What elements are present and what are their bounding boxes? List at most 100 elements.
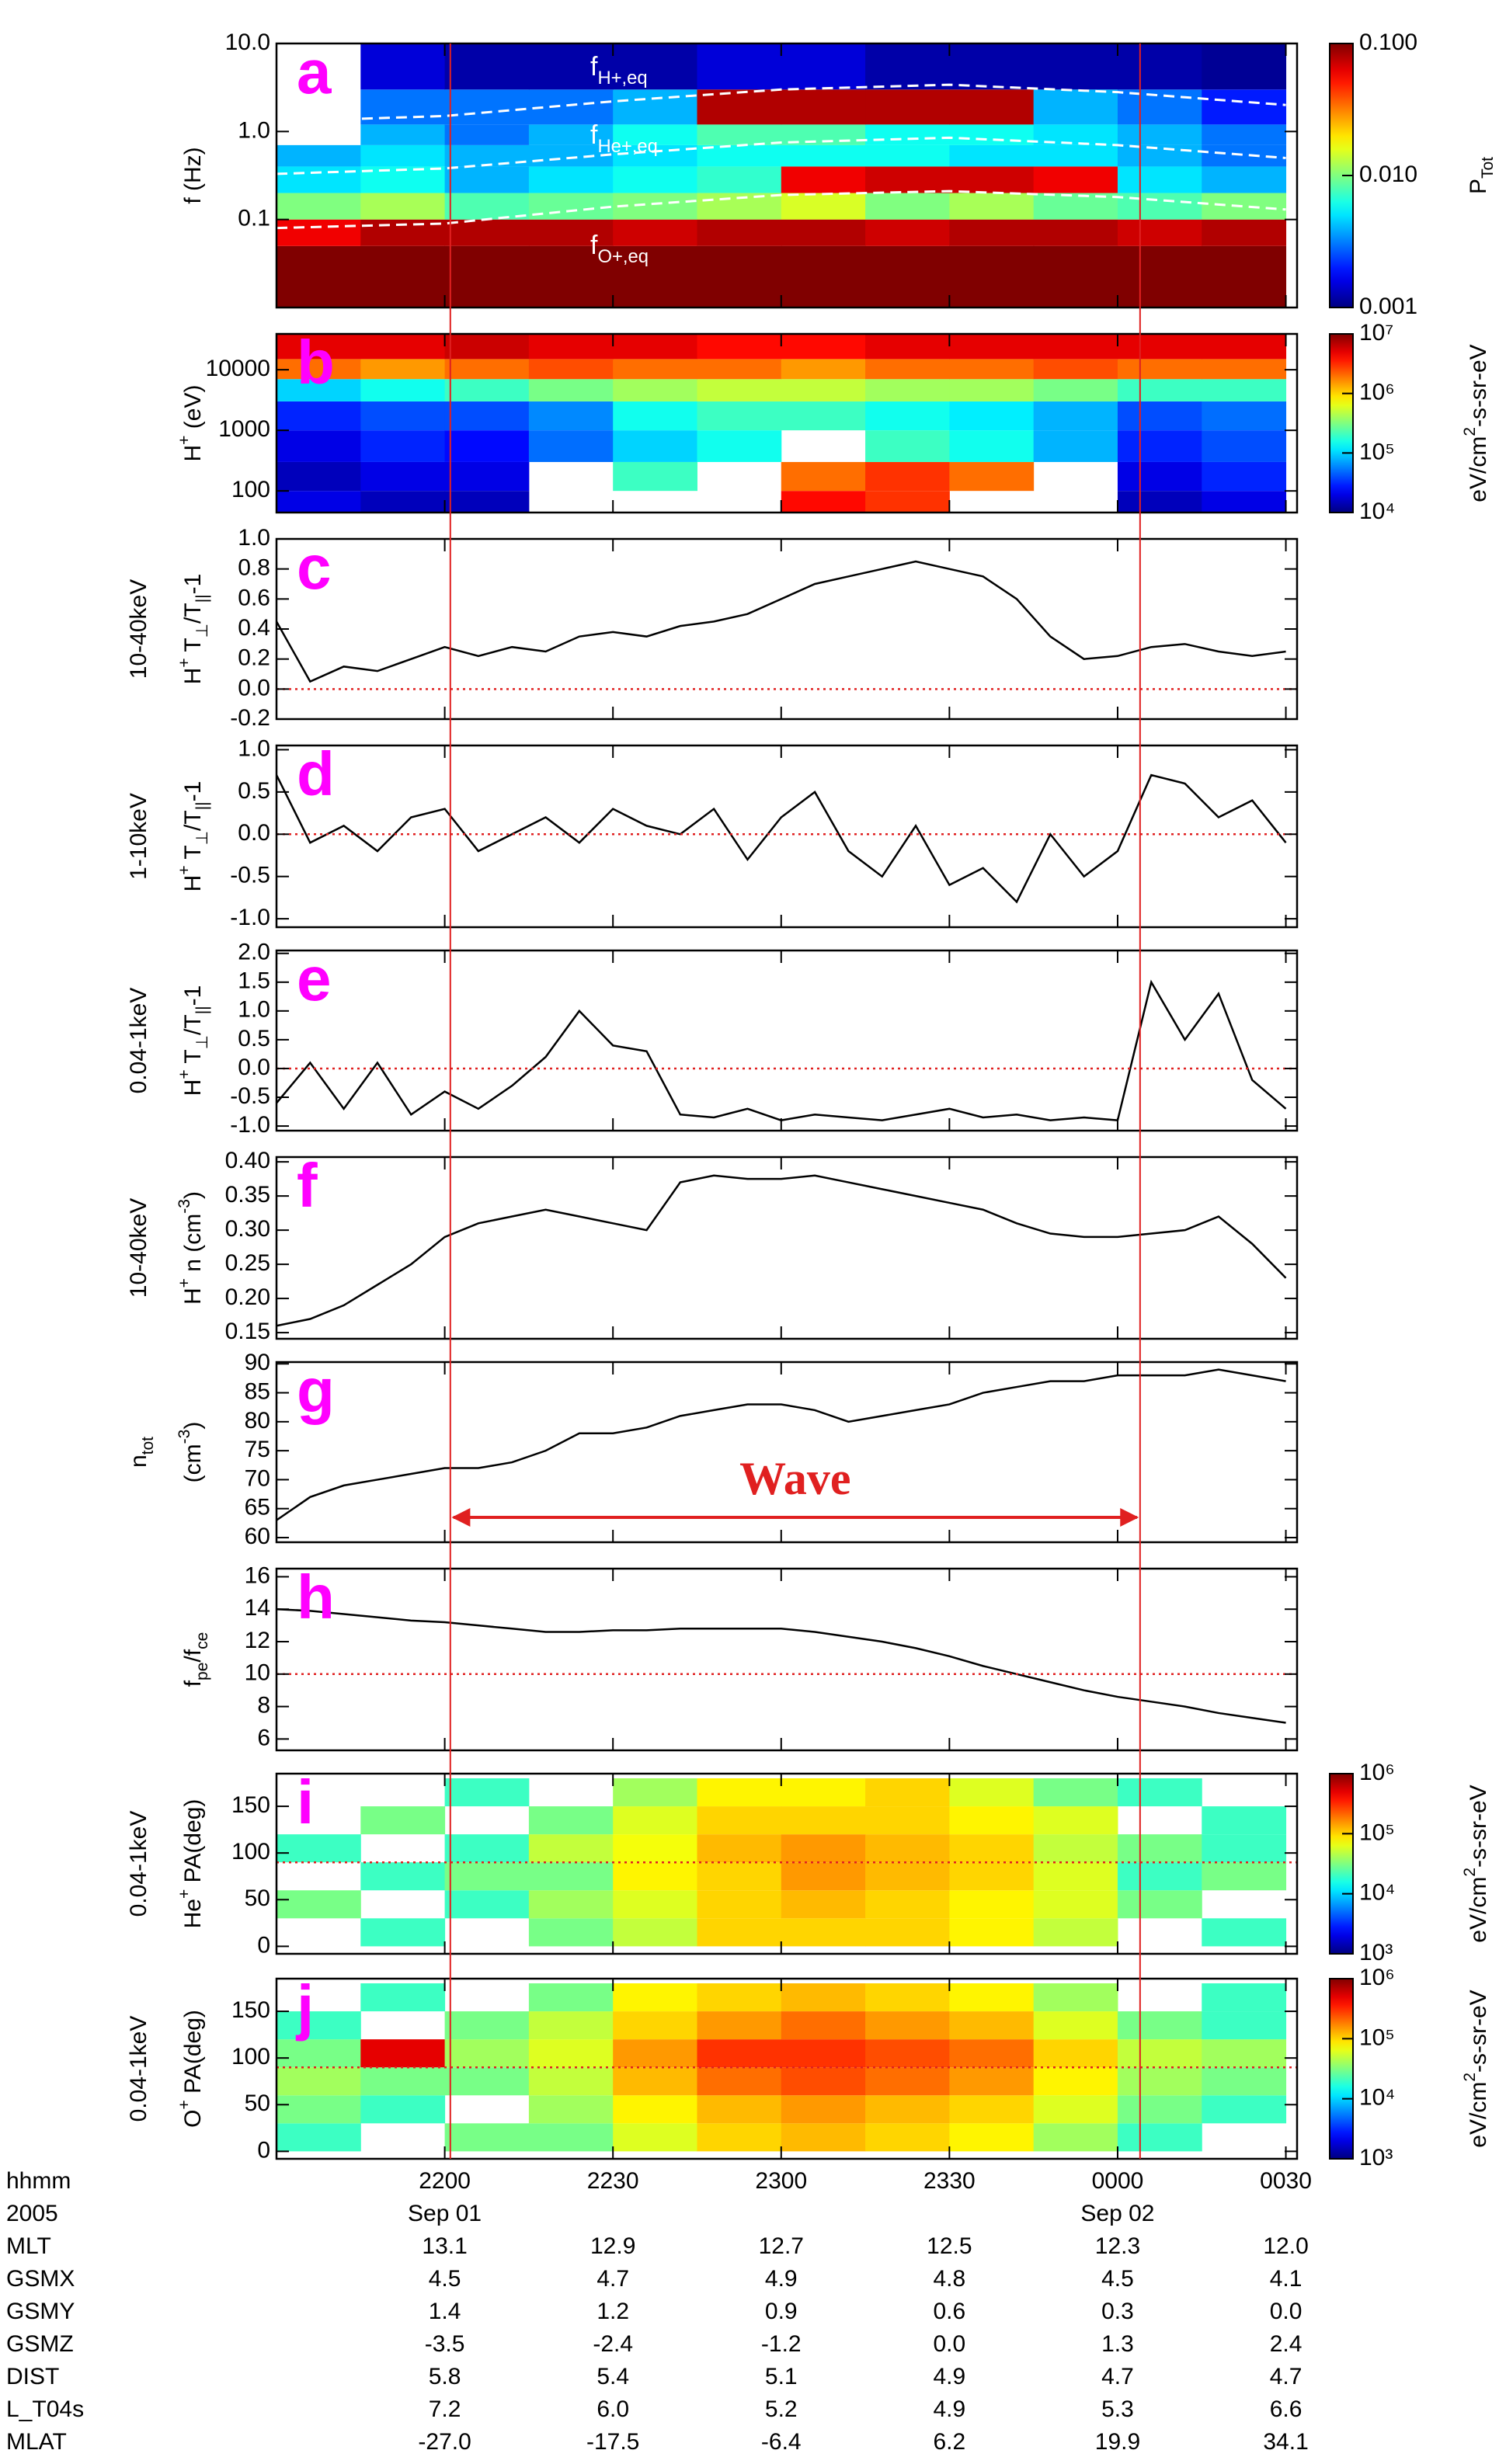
heatmap-cell [277, 1890, 361, 1919]
heatmap-cell [865, 430, 950, 462]
heatmap-cell [613, 144, 697, 167]
y-axis-label: 10-40keV [126, 1198, 151, 1298]
heatmap-cell [697, 1890, 782, 1919]
heatmap-cell [528, 2067, 614, 2096]
colorbar-tick-label: 10⁶ [1359, 1965, 1395, 1990]
heatmap-cell [1033, 219, 1118, 246]
label-part: /T [180, 603, 206, 624]
heatmap-cell [444, 334, 530, 360]
y-axis-label: fpe/fce [180, 1632, 211, 1687]
heatmap-cell [528, 166, 614, 193]
x-tick-label: 2230 [587, 2168, 639, 2194]
heatmap-cell [697, 166, 782, 193]
heatmap-cell [781, 491, 866, 513]
y-axis-label: 0.04-1keV [126, 988, 151, 1094]
label-part: /T [180, 810, 206, 831]
label-part: pe [193, 1663, 211, 1680]
y-tick-label: 0.1 [238, 206, 270, 231]
heatmap-cell [949, 334, 1035, 360]
heatmap-cell [781, 401, 866, 431]
panel-letter: b [297, 328, 335, 397]
gyrofrequency-line [276, 136, 1286, 176]
heatmap-cell [865, 2039, 950, 2068]
heatmap-cell [528, 2039, 614, 2068]
y-tick-label: 50 [245, 2090, 270, 2116]
ephemeris-value: 5.4 [596, 2364, 629, 2389]
y-tick-label: 8 [257, 1693, 270, 1719]
heatmap-cell [781, 1890, 866, 1919]
heatmap-cell [781, 1806, 866, 1835]
heatmap-cell [1202, 166, 1287, 193]
panel: 10⁶ 10⁵ 10⁴ 10³ eV/cm2-s-sr-eV 0 50 100 150 0.04-… [126, 1760, 1491, 1965]
heatmap-cell [1033, 401, 1118, 431]
ephemeris-value: 12.5 [927, 2233, 972, 2259]
heatmap-cell [1117, 491, 1202, 513]
gyrofrequency-line [276, 189, 1286, 230]
heatmap-cell [865, 1778, 950, 1807]
y-tick-label: 100 [231, 477, 270, 502]
label-part: ce [193, 1632, 211, 1649]
heatmap-cell [781, 1983, 866, 2012]
colorbar-tick-label: 10⁵ [1359, 2024, 1395, 2050]
heatmap-cell [1202, 245, 1287, 308]
heatmap-cell [1202, 2039, 1287, 2068]
label-part: + [176, 1069, 193, 1079]
plot-frame [275, 1567, 1299, 1752]
heatmap-cell [1117, 89, 1202, 125]
y-tick-label: 100 [231, 2044, 270, 2070]
gyrofrequency-label: fH+,eq [590, 52, 648, 89]
panel-letter: d [297, 739, 335, 808]
ephemeris-value: 4.7 [1270, 2364, 1303, 2389]
heatmap-cell [1202, 124, 1287, 145]
heatmap-cell [444, 1778, 530, 1807]
heatmap-cell [613, 1806, 697, 1835]
ephemeris-value: 4.7 [596, 2266, 629, 2292]
y-tick-label: 0.35 [225, 1182, 270, 1208]
heatmap-cell [1033, 379, 1118, 401]
heatmap-cell [949, 1890, 1035, 1919]
heatmap-cell [1033, 2011, 1118, 2040]
heatmap-cell [1202, 1834, 1287, 1863]
heatmap-cell [697, 1983, 782, 2012]
heatmap-cell [613, 1834, 697, 1863]
ephemeris-value: 4.9 [934, 2396, 966, 2422]
ephemeris-value: 4.9 [765, 2266, 798, 2292]
heatmap [277, 334, 1287, 513]
heatmap-cell [1117, 1862, 1202, 1891]
heatmap-cell [613, 219, 697, 246]
y-tick-label: 1.0 [238, 117, 270, 143]
y-tick-label: 90 [245, 1350, 270, 1375]
heatmap-cell [613, 359, 697, 380]
label-part: n (cm [180, 1214, 206, 1278]
heatmap-cell [1202, 193, 1287, 220]
x-tick-label: 0000 [1092, 2168, 1144, 2194]
label-part: P [1466, 179, 1491, 194]
y-tick-label: 0 [257, 1932, 270, 1958]
heatmap-cell [865, 1890, 950, 1919]
label-part: 0.04-1keV [126, 2016, 151, 2122]
y-axis-label: 0.04-1keV [126, 1811, 151, 1917]
heatmap-cell [444, 379, 530, 401]
ephemeris-value: -2.4 [593, 2331, 633, 2357]
colorbar-label: eV/cm2-s-sr-eV [1461, 344, 1491, 502]
y-tick-label: 0.0 [238, 1055, 270, 1080]
heatmap-cell [865, 2067, 950, 2096]
label-part: H [180, 875, 206, 892]
y-tick-label: 0.30 [225, 1216, 270, 1242]
heatmap-cell [697, 1862, 782, 1891]
y-axis-label: He+ PA(deg) [176, 1799, 206, 1929]
y-tick-label: 0.8 [238, 555, 270, 581]
label-part: ) [180, 1191, 206, 1199]
heatmap-cell [444, 1890, 530, 1919]
heatmap-cell [1202, 2011, 1287, 2040]
y-tick-label: 0.0 [238, 675, 270, 700]
label-part: H+,eq [597, 68, 647, 89]
label-part: f [590, 120, 598, 150]
heatmap-cell [781, 1918, 866, 1947]
heatmap-cell [613, 379, 697, 401]
heatmap-cell [865, 2011, 950, 2040]
label-part: f [590, 52, 598, 82]
label-part: T [180, 638, 206, 658]
heatmap-cell [528, 124, 614, 145]
heatmap [277, 1778, 1287, 1947]
